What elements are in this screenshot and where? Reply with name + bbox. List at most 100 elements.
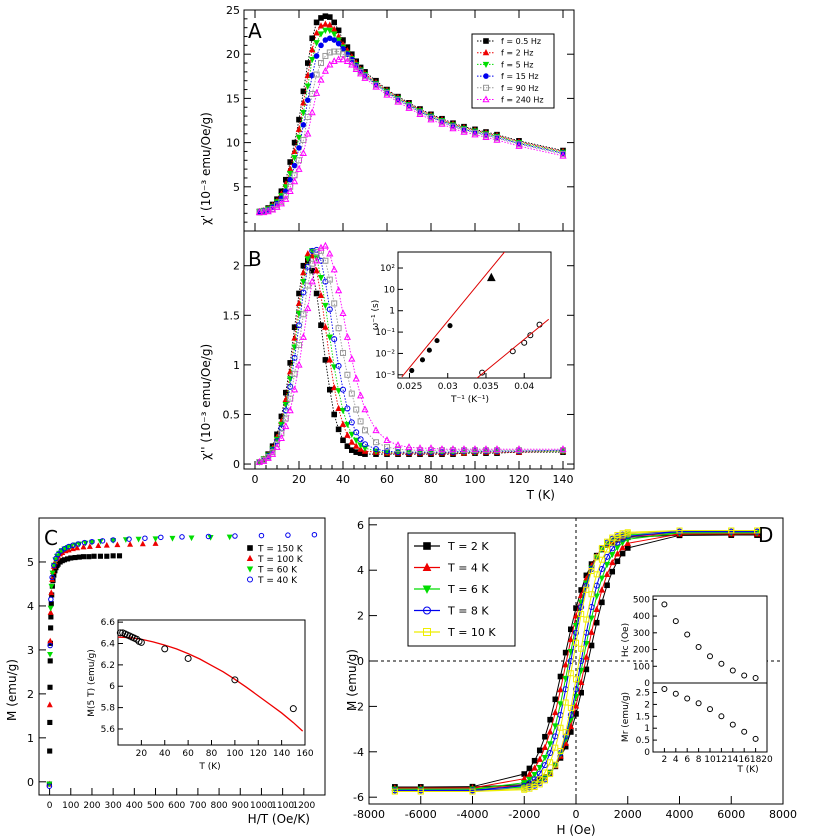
panel-a-series-point	[352, 65, 360, 72]
panel-a-series-point	[309, 72, 316, 79]
panel-b-series-point	[317, 291, 325, 299]
panel-d-xtick-label: -6000	[405, 808, 437, 821]
panel-b-series-point	[353, 429, 360, 436]
panel-d-loop-point	[531, 780, 538, 787]
panel-d-inset-hc-ytick-label: 300	[633, 629, 650, 639]
panel-b-series-point	[352, 442, 360, 449]
panel-c-legend-marker	[247, 576, 253, 583]
panel-d-loop-point	[588, 628, 595, 635]
panel-b-inset-point	[409, 367, 415, 374]
panel-c-inset-xtick-label: 80	[206, 749, 218, 759]
panel-b-series-point	[357, 418, 364, 425]
panel-d-loop-point	[562, 729, 569, 736]
panel-c-point	[232, 533, 238, 539]
panel-b-series-point	[317, 243, 325, 251]
panel-d-inset-mr-point	[661, 685, 668, 692]
panel-d-ytick-label: 0	[357, 655, 364, 668]
panel-b-series-point	[383, 436, 391, 443]
panel-a-series-point	[384, 90, 390, 97]
panel-a-series-point	[438, 119, 446, 127]
panel-c-inset-ytick-label: 5.6	[101, 725, 116, 735]
panel-d-loop-point	[562, 675, 569, 683]
panel-d-inset-mr-point	[741, 728, 748, 735]
panel-b-inset-xtick-label: 0.04	[514, 382, 534, 392]
panel-d-loop-point	[614, 550, 621, 557]
panel-c-point	[135, 536, 142, 543]
panel-d-xtick-label: 6000	[717, 808, 745, 821]
panel-b-inset-xtick-label: 0.035	[473, 382, 499, 392]
panel-b-series-point	[304, 256, 312, 263]
panel-c-point	[47, 719, 53, 726]
panel-c-point	[46, 783, 53, 789]
panel-b-series-point	[343, 333, 351, 340]
panel-d-inset-hc-point	[741, 672, 748, 679]
panel-b-series-point	[295, 299, 303, 306]
panel-a-series-point	[330, 57, 338, 65]
panel-d-loop-point	[593, 554, 600, 561]
panel-a-legend-label: f = 5 Hz	[501, 60, 533, 69]
panel-d-inset-mr-ytick-label: 1	[644, 724, 650, 734]
panel-c-point	[55, 551, 61, 558]
panel-c-point	[110, 537, 116, 543]
panel-a-series-point	[260, 208, 268, 216]
panel-b-series-point	[326, 334, 334, 341]
panel-c-point	[99, 538, 106, 544]
panel-a-series-point	[330, 31, 338, 38]
panel-c-point	[47, 609, 54, 615]
panel-c-point	[80, 554, 87, 560]
panel-c-point	[142, 535, 148, 541]
panel-c-point	[226, 534, 233, 541]
panel-d-ytick-label: -4	[353, 746, 364, 759]
panel-c-ytick-label: 1	[27, 732, 34, 745]
panel-c-point	[158, 534, 164, 541]
panel-d-legend-marker	[422, 585, 432, 594]
panel-d-loop-line	[394, 529, 758, 793]
panel-b-series-point	[322, 278, 329, 285]
panel-a-series-point	[291, 177, 299, 185]
panel-d-legend-label: T = 10 K	[447, 626, 496, 639]
panel-a-series-point	[313, 71, 320, 78]
panel-d-xtick-label: 0	[573, 808, 580, 821]
panel-d-inset-mr-point	[707, 706, 713, 713]
panel-b-series-point	[330, 364, 338, 371]
panel-b-inset-ytick-label: 10²	[380, 264, 395, 274]
panel-a-series-point	[450, 123, 456, 130]
panel-d-inset-xtick-label: 14	[727, 755, 739, 765]
panel-c-inset-xtick-label: 160	[296, 749, 313, 759]
panel-c-inset-point	[231, 676, 239, 684]
panel-d-loop-point	[547, 749, 554, 756]
panel-a-series-line	[259, 29, 564, 212]
panel-b-inset-xlabel: T⁻¹ (K⁻¹)	[450, 395, 489, 405]
panel-a-series-point	[560, 151, 566, 158]
panel-d-loop-point	[599, 599, 605, 606]
panel-c-inset-frame	[117, 619, 306, 746]
panel-d-loop-point	[598, 575, 606, 582]
panel-b-series-point	[493, 445, 501, 452]
panel-c-point	[103, 541, 110, 548]
panel-d-inset-hc-point	[661, 601, 668, 608]
panel-a-legend-marker	[483, 73, 489, 79]
panel-c-inset-xtick-label: 100	[226, 749, 243, 759]
panel-b-series-point	[309, 260, 316, 267]
panel-b-series-point	[438, 445, 446, 452]
panel-c-point	[68, 555, 74, 561]
panel-a-legend-label: f = 15 Hz	[501, 72, 539, 81]
panel-d-loop-point	[603, 570, 611, 578]
panel-b-series-point	[357, 436, 364, 443]
panel-d-xtick-label: -8000	[353, 808, 385, 821]
panel-c-inset-xtick-label: 120	[250, 749, 267, 759]
panel-b-inset-ytick-label: 1	[389, 307, 395, 317]
panel-c-inset-ytick-label: 6.2	[101, 661, 115, 671]
panel-a-series-point	[295, 165, 303, 172]
panel-b-series-point	[291, 385, 299, 393]
panel-d-loop-point	[557, 724, 564, 731]
panel-b-series-point	[264, 454, 272, 461]
panel-d-loop-point	[546, 741, 554, 748]
panel-c-point	[48, 596, 54, 603]
panel-a-series-point	[313, 19, 320, 26]
panel-b-ytick-label: 0	[233, 458, 240, 471]
panel-b-inset-xtick-label: 0.03	[438, 382, 458, 392]
panel-b-ytick-label: 2	[233, 260, 240, 273]
panel-b-inset-point	[527, 332, 534, 339]
panel-d-loop-point	[542, 733, 548, 740]
